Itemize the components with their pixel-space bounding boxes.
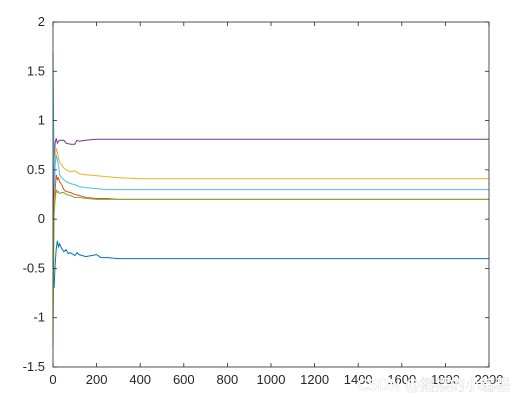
y-tick-label: 1.5 xyxy=(27,63,45,78)
series-line-3 xyxy=(52,148,489,348)
x-tick-label: 0 xyxy=(49,372,56,387)
y-tick-label: 0 xyxy=(38,211,45,226)
x-tick-label: 1800 xyxy=(431,372,460,387)
x-tick-label: 1400 xyxy=(344,372,373,387)
y-tick-label: 1 xyxy=(38,113,45,128)
ticks-layer: 0 200 400 600 800 1000 1200 1400 1600 1800 2000 -1.… xyxy=(23,14,504,387)
series-line-1 xyxy=(52,240,489,289)
y-tick-label: -1 xyxy=(33,310,45,325)
series-line-2 xyxy=(52,174,489,269)
y-tick-label: -1.5 xyxy=(23,359,45,374)
series-line-4 xyxy=(52,138,489,220)
y-tick-label: -0.5 xyxy=(23,260,45,275)
x-tick-label: 1600 xyxy=(387,372,416,387)
watermark-text: CSDN @摇摆的小编程 xyxy=(357,376,510,394)
plot-frame xyxy=(52,21,490,368)
x-tick-label: 2000 xyxy=(475,372,504,387)
x-tick-label: 600 xyxy=(173,372,195,387)
y-tick-label: 2 xyxy=(38,14,45,29)
x-tick-label: 1200 xyxy=(300,372,329,387)
x-tick-label: 1000 xyxy=(257,372,286,387)
series-line-6 xyxy=(52,51,489,191)
x-tick-label: 400 xyxy=(129,372,151,387)
x-tick-label: 200 xyxy=(86,372,108,387)
y-tick-label: 0.5 xyxy=(27,162,45,177)
series-layer xyxy=(52,51,489,348)
x-tick-label: 800 xyxy=(217,372,239,387)
series-line-5 xyxy=(52,189,489,318)
